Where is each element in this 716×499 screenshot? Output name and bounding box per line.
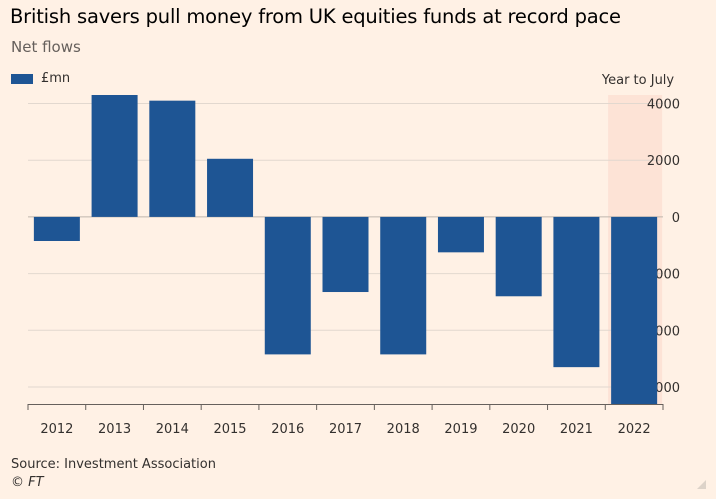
corner-icon [697,480,706,489]
x-tick-label: 2017 [329,422,362,437]
bar-2018 [380,216,427,355]
x-tick-label: 2015 [213,422,246,437]
x-tick-label: 2020 [502,422,535,437]
x-tick-label: 2012 [40,422,73,437]
y-tick-label: 2000 [647,154,680,169]
x-tick-label: 2013 [98,422,131,437]
x-tick-label: 2021 [560,422,593,437]
bar-2012 [33,216,80,241]
legend-label: £mn [41,71,71,86]
chart-subtitle: Net flows [11,38,81,56]
legend: £mn [11,71,70,86]
bar-2015 [207,158,254,217]
legend-swatch [11,73,33,84]
x-tick-label: 2022 [618,422,651,437]
bar-2020 [495,216,542,297]
bar-2014 [149,100,196,217]
bar-2019 [437,216,484,253]
bar-2013 [91,95,138,217]
chart-title: British savers pull money from UK equiti… [10,5,621,28]
bar-2016 [264,216,311,355]
y-tick-label: 4000 [647,98,680,113]
x-tick-label: 2016 [271,422,304,437]
bar-2021 [553,216,600,368]
bar-2017 [322,216,369,293]
source-note: Source: Investment Association [11,457,216,472]
x-tick-label: 2019 [444,422,477,437]
bar-2022 [611,216,658,404]
x-tick-label: 2014 [156,422,189,437]
y-tick-label: 0 [672,211,680,226]
copyright-note: © FT [11,475,44,490]
highlight-label: Year to July [601,73,675,88]
x-tick-label: 2018 [387,422,420,437]
